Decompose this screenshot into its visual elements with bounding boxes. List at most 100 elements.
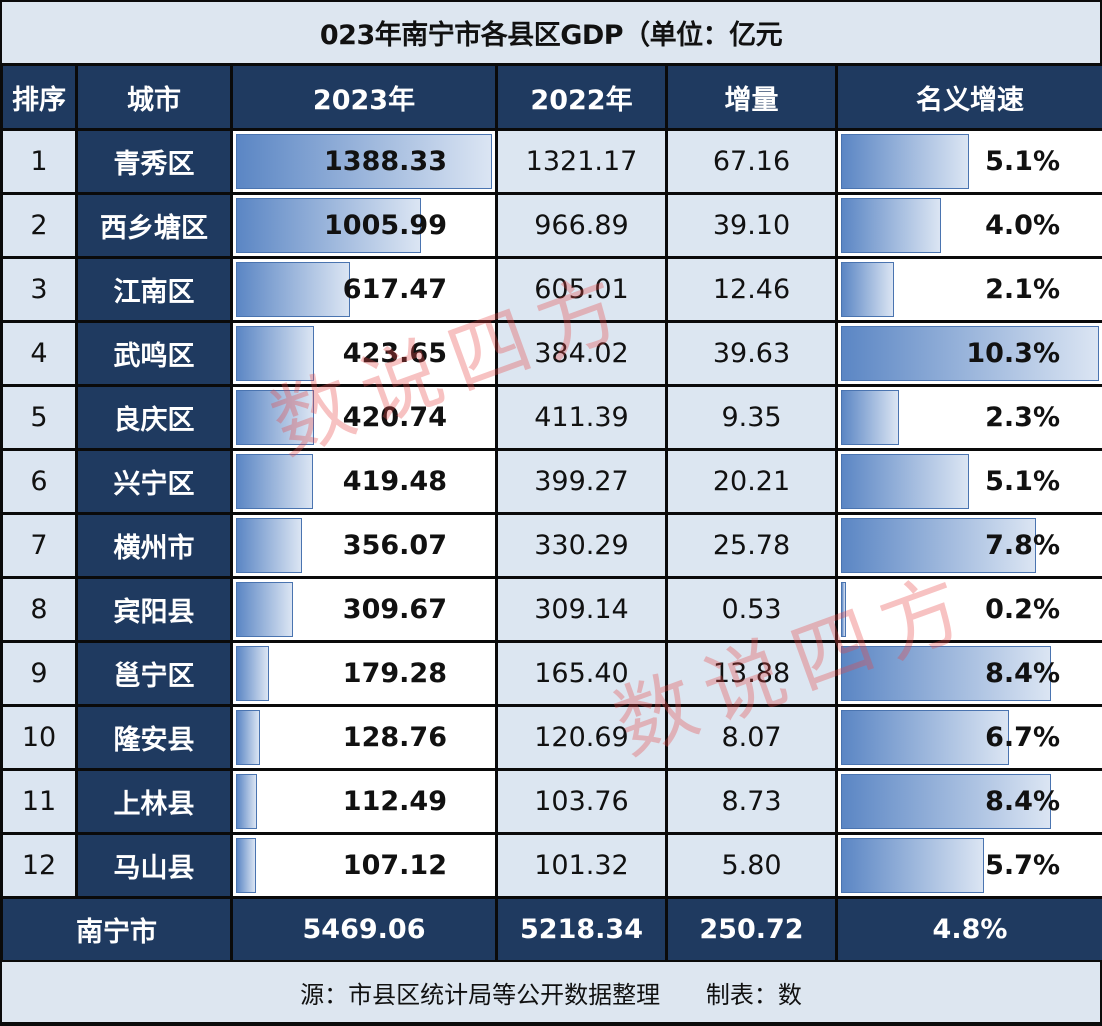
header-rank: 排序 xyxy=(0,63,78,131)
gdp-2023-value: 128.76 xyxy=(342,722,447,753)
city-cell: 江南区 xyxy=(75,256,233,323)
table-title: 023年南宁市各县区GDP（单位：亿元 xyxy=(319,20,783,51)
gdp-2022-cell: 411.39 xyxy=(495,384,668,451)
city-cell: 良庆区 xyxy=(75,384,233,451)
rank-cell: 2 xyxy=(0,192,78,259)
growth-value: 7.8% xyxy=(985,530,1060,561)
rank-cell: 4 xyxy=(0,320,78,387)
gdp-2023-value: 423.65 xyxy=(342,338,447,369)
gdp-2023-value: 356.07 xyxy=(342,530,447,561)
increase-cell: 13.88 xyxy=(665,640,838,707)
gdp-data-bar xyxy=(236,518,302,573)
gdp-2023-cell: 419.48 xyxy=(230,448,498,515)
table-row: 10 隆安县 128.76 120.69 8.07 6.7% xyxy=(0,704,1102,771)
gdp-data-bar xyxy=(236,198,422,253)
rank-cell: 11 xyxy=(0,768,78,835)
growth-value: 6.7% xyxy=(985,722,1060,753)
growth-data-bar xyxy=(841,198,942,253)
gdp-table: 排序 城市 2023年 2022年 增量 名义增速 1 青秀区 1388.33 132… xyxy=(0,63,1102,963)
gdp-data-bar xyxy=(236,838,256,893)
gdp-2022-cell: 309.14 xyxy=(495,576,668,643)
gdp-2023-value: 112.49 xyxy=(342,786,447,817)
title-band: 023年南宁市各县区GDP（单位：亿元 xyxy=(2,2,1100,63)
gdp-data-bar xyxy=(236,646,270,701)
gdp-2023-cell: 309.67 xyxy=(230,576,498,643)
table-row: 1 青秀区 1388.33 1321.17 67.16 5.1% xyxy=(0,128,1102,195)
gdp-2023-value: 419.48 xyxy=(342,466,447,497)
increase-cell: 5.80 xyxy=(665,832,838,899)
increase-cell: 67.16 xyxy=(665,128,838,195)
growth-cell: 4.0% xyxy=(835,192,1102,259)
total-gdp-2023: 5469.06 xyxy=(230,896,498,963)
increase-cell: 39.10 xyxy=(665,192,838,259)
city-cell: 西乡塘区 xyxy=(75,192,233,259)
growth-data-bar xyxy=(841,838,984,893)
growth-cell: 5.1% xyxy=(835,448,1102,515)
table-row: 7 横州市 356.07 330.29 25.78 7.8% xyxy=(0,512,1102,579)
gdp-2023-value: 1005.99 xyxy=(324,210,447,241)
city-cell: 兴宁区 xyxy=(75,448,233,515)
gdp-2023-value: 179.28 xyxy=(342,658,447,689)
table-row: 2 西乡塘区 1005.99 966.89 39.10 4.0% xyxy=(0,192,1102,259)
header-row: 排序 城市 2023年 2022年 增量 名义增速 xyxy=(0,63,1102,131)
growth-data-bar xyxy=(841,326,1099,381)
header-growth: 名义增速 xyxy=(835,63,1102,131)
growth-cell: 2.1% xyxy=(835,256,1102,323)
gdp-2022-cell: 399.27 xyxy=(495,448,668,515)
growth-value: 5.1% xyxy=(985,146,1060,177)
rank-cell: 7 xyxy=(0,512,78,579)
growth-value: 8.4% xyxy=(985,786,1060,817)
gdp-2023-value: 420.74 xyxy=(342,402,447,433)
growth-cell: 5.7% xyxy=(835,832,1102,899)
gdp-data-bar xyxy=(236,582,294,637)
increase-cell: 39.63 xyxy=(665,320,838,387)
increase-cell: 8.73 xyxy=(665,768,838,835)
rank-cell: 8 xyxy=(0,576,78,643)
gdp-2022-cell: 103.76 xyxy=(495,768,668,835)
table-row: 6 兴宁区 419.48 399.27 20.21 5.1% xyxy=(0,448,1102,515)
rank-cell: 10 xyxy=(0,704,78,771)
increase-cell: 0.53 xyxy=(665,576,838,643)
gdp-2023-value: 309.67 xyxy=(342,594,447,625)
rank-cell: 6 xyxy=(0,448,78,515)
gdp-data-bar xyxy=(236,774,257,829)
increase-cell: 9.35 xyxy=(665,384,838,451)
gdp-2023-cell: 423.65 xyxy=(230,320,498,387)
gdp-2022-cell: 165.40 xyxy=(495,640,668,707)
gdp-2022-cell: 330.29 xyxy=(495,512,668,579)
gdp-data-bar xyxy=(236,134,492,189)
gdp-2023-cell: 112.49 xyxy=(230,768,498,835)
growth-cell: 8.4% xyxy=(835,768,1102,835)
increase-cell: 8.07 xyxy=(665,704,838,771)
gdp-data-bar xyxy=(236,390,314,445)
growth-value: 5.7% xyxy=(985,850,1060,881)
growth-data-bar xyxy=(841,390,899,445)
header-increase: 增量 xyxy=(665,63,838,131)
growth-value: 2.3% xyxy=(985,402,1060,433)
gdp-2023-cell: 107.12 xyxy=(230,832,498,899)
table-row: 8 宾阳县 309.67 309.14 0.53 0.2% xyxy=(0,576,1102,643)
city-cell: 隆安县 xyxy=(75,704,233,771)
rank-cell: 5 xyxy=(0,384,78,451)
gdp-2023-cell: 617.47 xyxy=(230,256,498,323)
growth-cell: 2.3% xyxy=(835,384,1102,451)
gdp-2023-cell: 128.76 xyxy=(230,704,498,771)
growth-data-bar xyxy=(841,646,1052,701)
gdp-data-bar xyxy=(236,710,260,765)
rank-cell: 1 xyxy=(0,128,78,195)
growth-value: 10.3% xyxy=(966,338,1060,369)
table-row: 12 马山县 107.12 101.32 5.80 5.7% xyxy=(0,832,1102,899)
rank-cell: 12 xyxy=(0,832,78,899)
rank-cell: 9 xyxy=(0,640,78,707)
growth-cell: 6.7% xyxy=(835,704,1102,771)
growth-value: 2.1% xyxy=(985,274,1060,305)
gdp-2022-cell: 384.02 xyxy=(495,320,668,387)
growth-value: 4.0% xyxy=(985,210,1060,241)
table-row: 9 邕宁区 179.28 165.40 13.88 8.4% xyxy=(0,640,1102,707)
city-cell: 马山县 xyxy=(75,832,233,899)
city-cell: 武鸣区 xyxy=(75,320,233,387)
header-city: 城市 xyxy=(75,63,233,131)
growth-value: 8.4% xyxy=(985,658,1060,689)
total-increase: 250.72 xyxy=(665,896,838,963)
